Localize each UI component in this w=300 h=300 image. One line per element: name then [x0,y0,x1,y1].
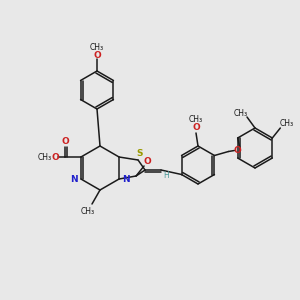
Text: O: O [143,158,151,166]
Text: CH₃: CH₃ [279,119,293,128]
Text: O: O [234,146,241,155]
Text: CH₃: CH₃ [234,109,248,118]
Text: H: H [163,170,169,179]
Text: N: N [70,176,78,184]
Text: O: O [192,124,200,133]
Text: CH₃: CH₃ [189,116,203,124]
Text: N: N [122,176,130,184]
Text: CH₃: CH₃ [81,208,95,217]
Text: S: S [137,148,143,158]
Text: O: O [61,137,69,146]
Text: CH₃: CH₃ [38,152,52,161]
Text: O: O [51,152,59,161]
Text: O: O [93,50,101,59]
Text: CH₃: CH₃ [90,43,104,52]
